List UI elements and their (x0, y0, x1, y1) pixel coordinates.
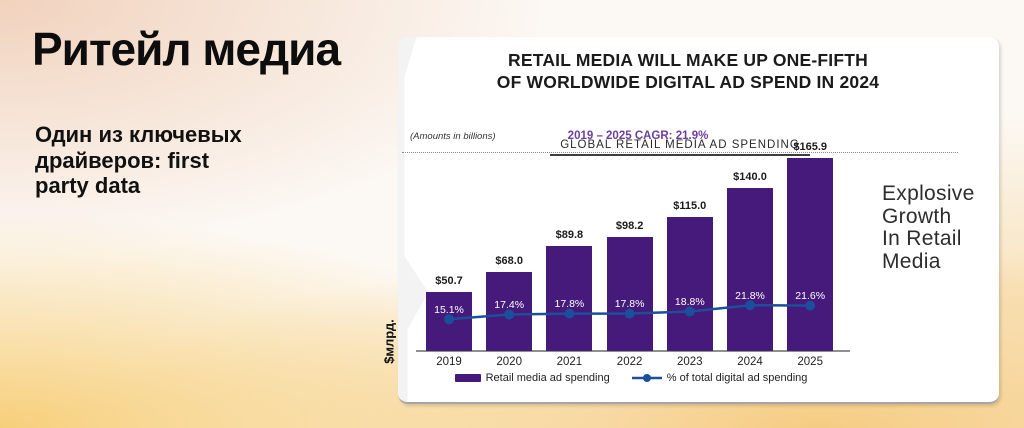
legend-bar-label: Retail media ad spending (485, 372, 610, 384)
card-title-line2: OF WORLDWIDE DIGITAL AD SPEND IN 2024 (496, 72, 880, 93)
section-label: GLOBAL RETAIL MEDIA AD SPENDING (550, 139, 810, 156)
legend-item-bars: Retail media ad spending (454, 372, 610, 384)
value-label-2021: $89.8 (555, 229, 584, 242)
bar-2025 (787, 157, 834, 351)
x-axis-line (416, 350, 850, 352)
slide-subtitle-line: Один из ключевых (35, 122, 242, 147)
pct-label-2022: 17.8% (614, 298, 645, 311)
side-note-line: Media (882, 249, 941, 273)
y-axis-label: $млрд. (381, 319, 397, 364)
slide-subtitle: Один из ключевых драйверов: first party … (35, 122, 242, 199)
bar-2024 (727, 188, 773, 351)
legend-bar-swatch-icon (454, 374, 481, 382)
slide-subtitle-line: party data (35, 173, 141, 199)
side-note-line: Explosive (882, 182, 975, 205)
year-label-2024: 2024 (737, 356, 763, 368)
value-label-2019: $50.7 (435, 274, 463, 287)
card-title-line1: RETAIL MEDIA WILL MAKE UP ONE-FIFTH (508, 50, 868, 70)
bar-2021 (546, 246, 593, 351)
legend: Retail media ad spending % of total digi… (406, 372, 856, 384)
pct-label-2024: 21.8% (735, 289, 765, 302)
legend-item-line: % of total digital ad spending (631, 372, 808, 384)
pct-label-2020: 17.4% (494, 298, 525, 311)
year-label-2022: 2022 (616, 356, 643, 368)
cagr-note: 2019 – 2025 CAGR: 21.9% (567, 130, 709, 142)
bar-2019 (426, 291, 472, 351)
side-note-line: Growth (882, 204, 952, 228)
pct-label-2019: 15.1% (434, 303, 464, 316)
legend-line-icon (631, 374, 662, 382)
pct-label-2025: 21.6% (795, 290, 826, 303)
slide-subtitle-line: драйверов: first (35, 147, 210, 173)
amounts-note: (Amounts in billions) (410, 131, 496, 142)
chart-card: RETAIL MEDIA WILL MAKE UP ONE-FIFTH OF W… (398, 37, 999, 404)
value-label-2020: $68.0 (495, 254, 523, 267)
year-label-2025: 2025 (797, 356, 823, 368)
year-label-2021: 2021 (556, 356, 583, 368)
value-label-2023: $115.0 (673, 200, 707, 213)
year-label-2023: 2023 (677, 356, 703, 368)
section-divider: GLOBAL RETAIL MEDIA AD SPENDING (402, 133, 958, 156)
value-label-2022: $98.2 (615, 219, 644, 232)
slide-title: Ритейл медиа (32, 23, 341, 75)
bar-2020 (486, 271, 533, 351)
value-label-2025: $165.9 (793, 140, 828, 153)
card-title: RETAIL MEDIA WILL MAKE UP ONE-FIFTH OF W… (398, 49, 978, 94)
legend-line-label: % of total digital ad spending (666, 372, 808, 384)
year-label-2019: 2019 (436, 356, 462, 368)
pct-label-2021: 17.8% (554, 298, 585, 311)
pct-label-2023: 18.8% (674, 296, 705, 309)
bar-2023 (666, 217, 713, 351)
bar-2022 (606, 236, 653, 351)
year-label-2020: 2020 (496, 356, 522, 368)
side-note: Explosive Growth In Retail Media (882, 182, 975, 273)
value-label-2024: $140.0 (733, 171, 767, 184)
side-note-line: In Retail (882, 227, 962, 250)
